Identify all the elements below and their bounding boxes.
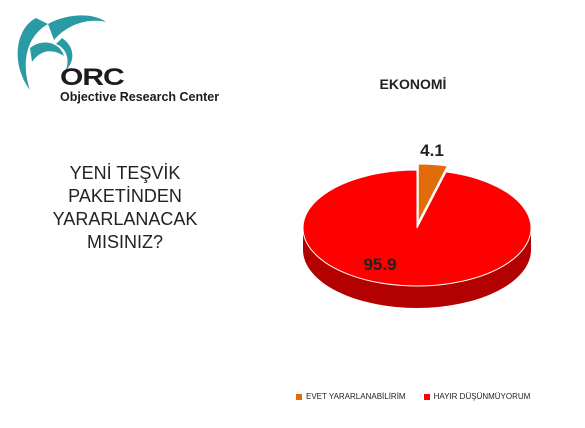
legend-label-0: EVET YARARLANABİLİRİM (306, 392, 406, 401)
orc-logo: ORC Objective Research Center (8, 8, 219, 104)
pie-data-label-0: 4.1 (420, 141, 444, 160)
orc-logo-mark-icon (17, 15, 106, 90)
legend-item-0: EVET YARARLANABİLİRİM (296, 392, 406, 401)
pie-side-1 (303, 228, 531, 308)
legend-swatch-0 (296, 393, 302, 400)
legend-item-1: HAYIR DÜŞÜNMÜYORUM (423, 392, 531, 401)
legend-swatch-1 (423, 393, 430, 400)
logo-name: Objective Research Center (60, 90, 220, 104)
chart-legend: EVET YARARLANABİLİRİM HAYIR DÜŞÜNMÜYORUM (296, 392, 530, 401)
logo-wordmark: ORC (60, 64, 125, 91)
survey-question: YENİ TEŞVİK PAKETİNDEN YARARLANACAK MISI… (52, 163, 198, 252)
pie-slice-0 (417, 163, 449, 223)
legend-label-1: HAYIR DÜŞÜNMÜYORUM (433, 392, 531, 401)
pie-data-label-1: 95.9 (363, 255, 396, 274)
pie-slice-1 (302, 169, 532, 287)
chart-title: EKONOMİ (379, 76, 447, 92)
